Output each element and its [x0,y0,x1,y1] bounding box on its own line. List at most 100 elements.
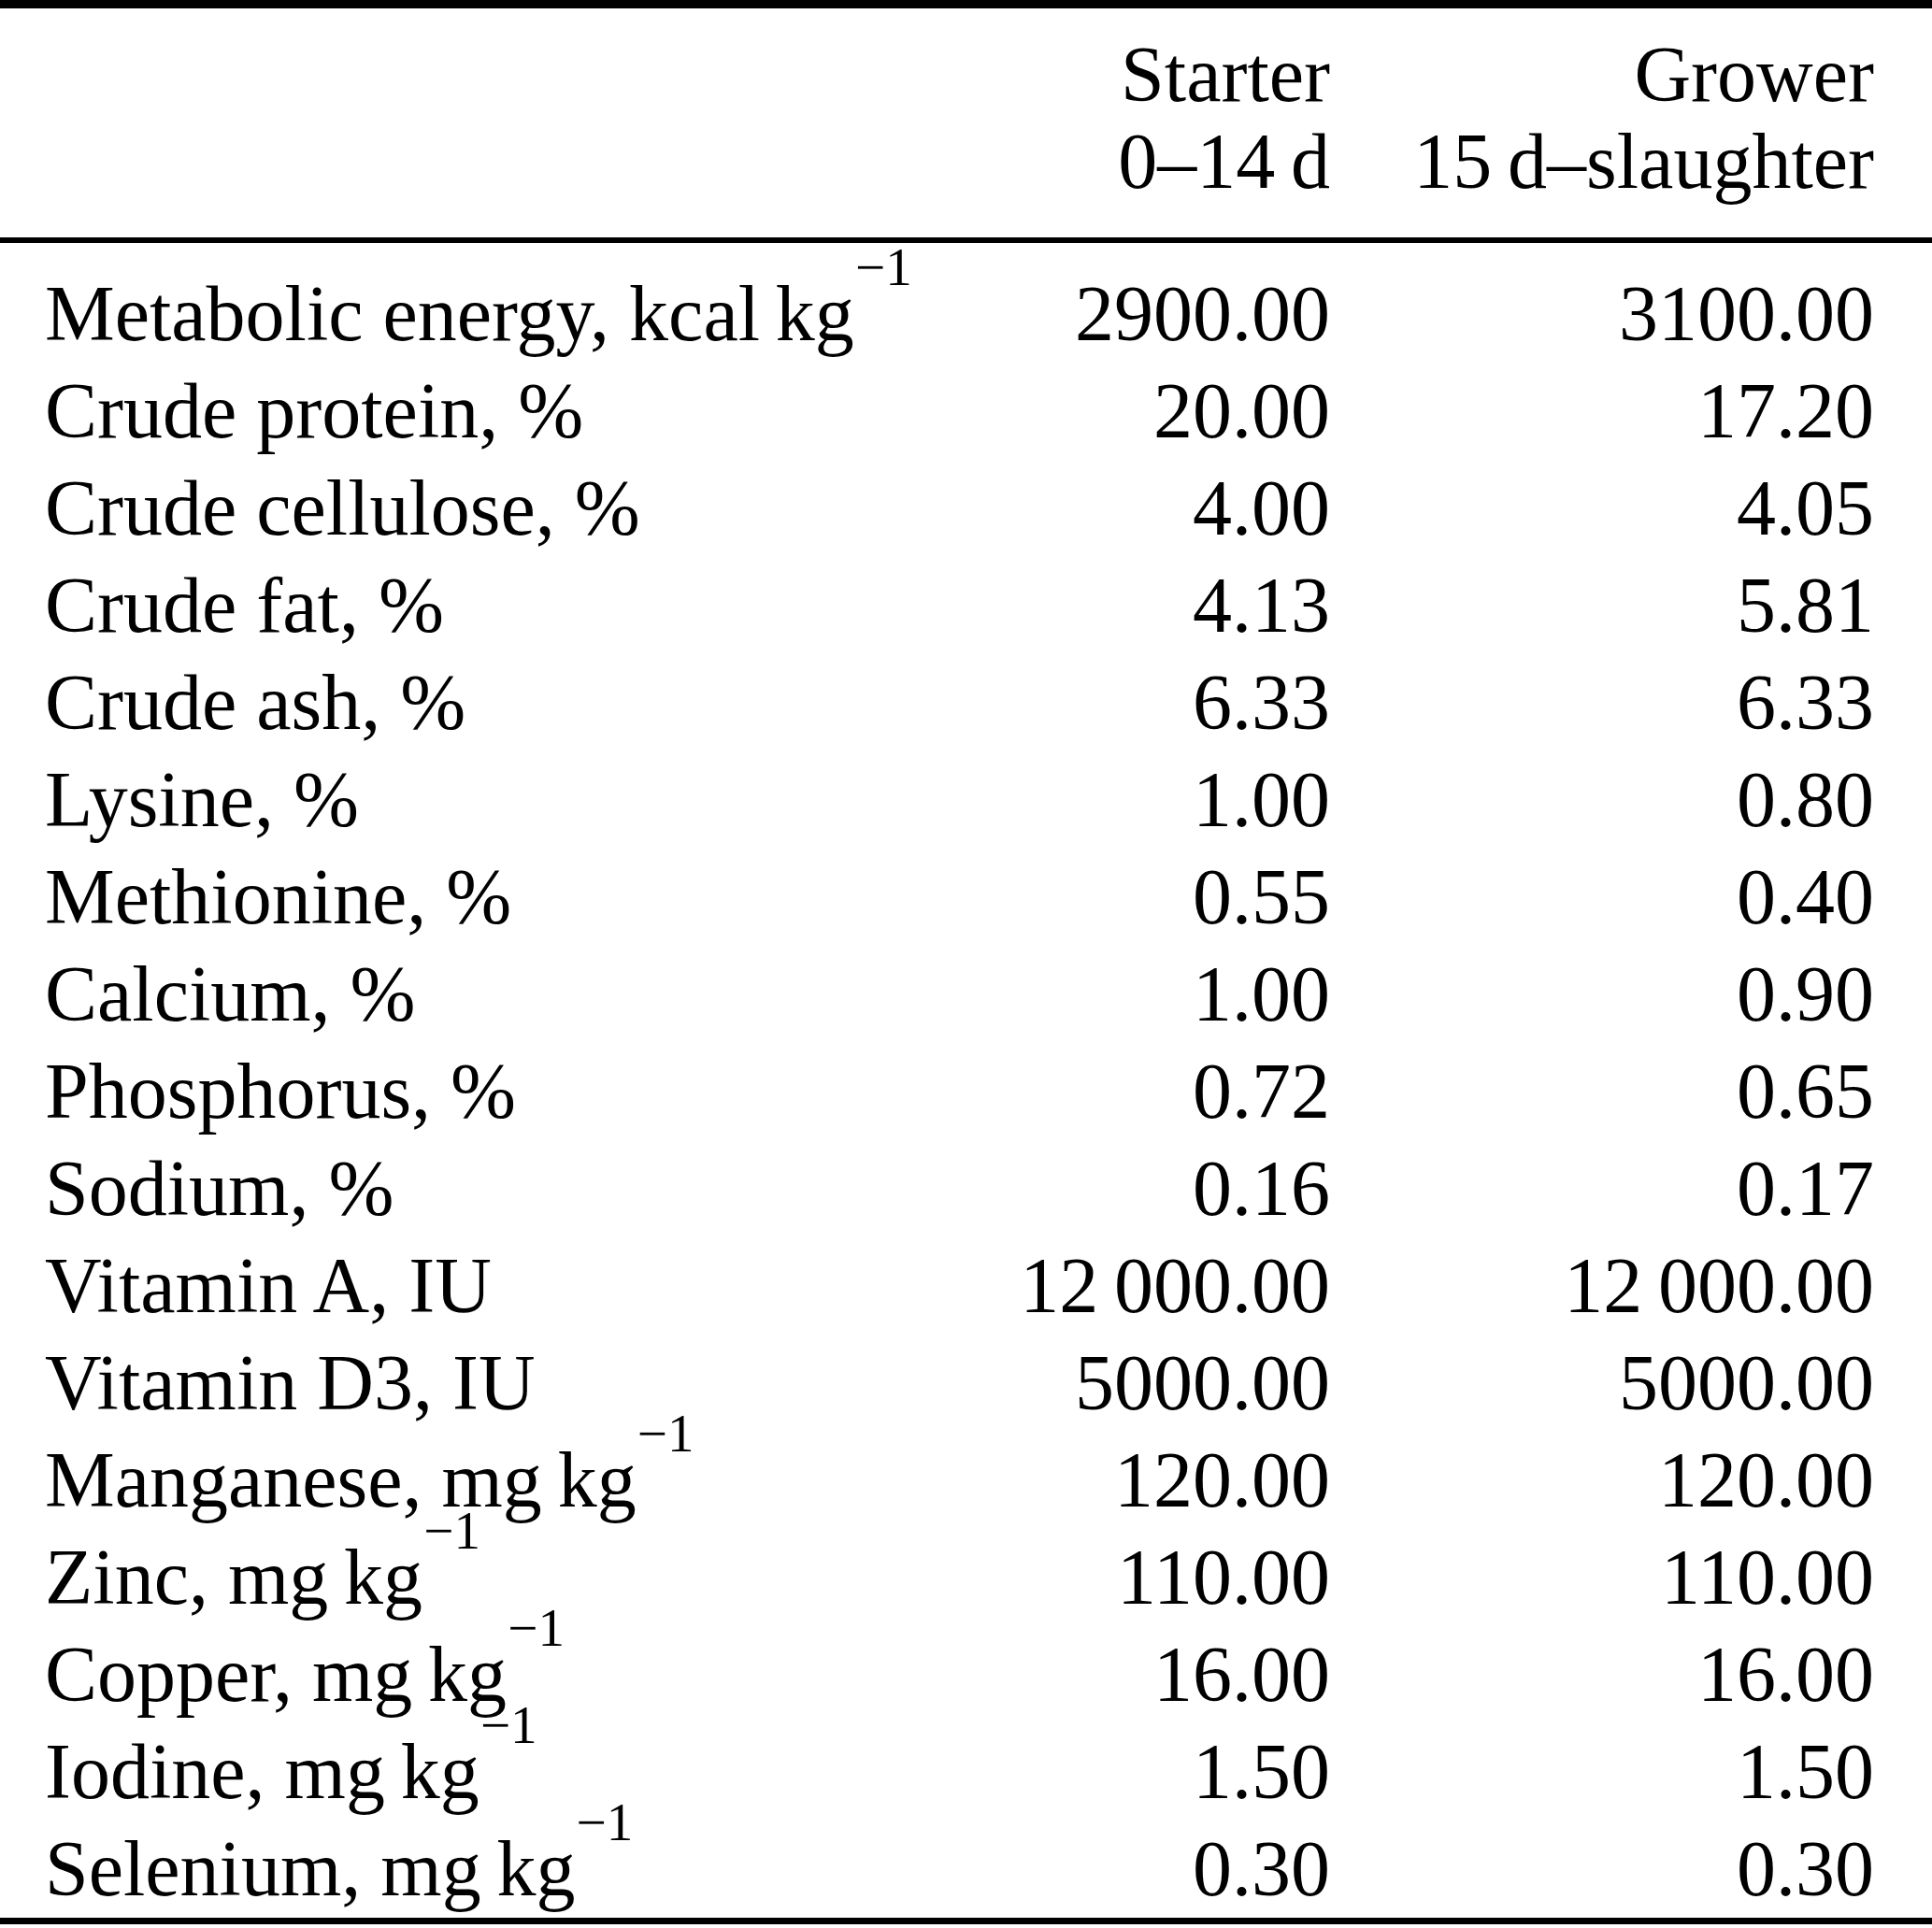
nutrient-label: Manganese, mg kg [45,1436,637,1523]
grower-value-cell: 0.90 [1330,946,1932,1043]
grower-value-cell: 4.05 [1330,460,1932,557]
starter-value-cell: 0.55 [944,849,1330,946]
nutrient-label: Crude protein, % [45,367,583,454]
nutrient-label: Calcium, % [45,950,416,1037]
nutrient-label-cell: Crude protein, % [0,363,944,460]
unit-superscript: −1 [855,237,912,296]
header-starter-line2: 0–14 d [944,118,1330,205]
nutrient-label-cell: Crude cellulose, % [0,460,944,557]
table-row: Iodine, mg kg−1 1.50 1.50 [0,1723,1932,1821]
grower-value-cell: 0.40 [1330,849,1932,946]
nutrient-label-cell: Lysine, % [0,751,944,849]
table-row: Copper, mg kg−1 16.00 16.00 [0,1626,1932,1723]
starter-value-cell: 0.30 [944,1821,1330,1921]
grower-value-cell: 6.33 [1330,654,1932,751]
starter-value-cell: 1.50 [944,1723,1330,1821]
starter-value-cell: 120.00 [944,1432,1330,1529]
nutrient-label-cell: Methionine, % [0,849,944,946]
table-row: Vitamin D3, IU 5000.00 5000.00 [0,1335,1932,1432]
grower-value-cell: 0.30 [1330,1821,1932,1921]
nutrient-label-cell: Crude ash, % [0,654,944,751]
starter-value-cell: 4.13 [944,557,1330,654]
nutrient-label-cell: Calcium, % [0,946,944,1043]
grower-value-cell: 3100.00 [1330,240,1932,363]
grower-value-cell: 110.00 [1330,1529,1932,1626]
nutrient-label: Copper, mg kg [45,1631,507,1718]
table-row: Lysine, % 1.00 0.80 [0,751,1932,849]
starter-value-cell: 0.16 [944,1140,1330,1237]
nutrient-label: Methionine, % [45,853,511,940]
nutrient-label: Lysine, % [45,756,359,843]
starter-value-cell: 6.33 [944,654,1330,751]
nutrient-label-cell: Selenium, mg kg−1 [0,1821,944,1921]
table-row: Methionine, % 0.55 0.40 [0,849,1932,946]
unit-superscript: −1 [637,1404,694,1463]
starter-value-cell: 12 000.00 [944,1237,1330,1335]
header-grower-line1: Grower [1330,31,1874,118]
starter-value-cell: 4.00 [944,460,1330,557]
unit-superscript: −1 [508,1598,565,1657]
nutrient-label: Crude fat, % [45,562,444,649]
header-grower-line2: 15 d–slaughter [1330,118,1874,205]
grower-value-cell: 5000.00 [1330,1335,1932,1432]
table-body: Metabolic energy, kcal kg−1 2900.00 3100… [0,240,1932,1921]
unit-superscript: −1 [577,1792,634,1851]
nutrient-label-cell: Sodium, % [0,1140,944,1237]
nutrient-label: Zinc, mg kg [45,1534,422,1621]
grower-value-cell: 5.81 [1330,557,1932,654]
nutrient-label: Crude cellulose, % [45,464,640,551]
nutrient-composition-table: Starter 0–14 d Grower 15 d–slaughter Met… [0,0,1932,1924]
table-row: Crude fat, % 4.13 5.81 [0,557,1932,654]
table-row: Crude ash, % 6.33 6.33 [0,654,1932,751]
table-row: Selenium, mg kg−1 0.30 0.30 [0,1821,1932,1921]
unit-superscript: −1 [423,1501,480,1560]
nutrient-label-cell: Metabolic energy, kcal kg−1 [0,240,944,363]
starter-value-cell: 1.00 [944,946,1330,1043]
table-row: Phosphorus, % 0.72 0.65 [0,1043,1932,1140]
table-row: Calcium, % 1.00 0.90 [0,946,1932,1043]
nutrient-label: Sodium, % [45,1145,394,1232]
header-empty-cell [0,5,944,241]
nutrient-label-cell: Crude fat, % [0,557,944,654]
nutrient-label: Metabolic energy, kcal kg [45,270,854,357]
starter-value-cell: 5000.00 [944,1335,1330,1432]
table-row: Vitamin A, IU 12 000.00 12 000.00 [0,1237,1932,1335]
grower-value-cell: 0.17 [1330,1140,1932,1237]
table-row: Crude cellulose, % 4.00 4.05 [0,460,1932,557]
nutrient-label-cell: Vitamin D3, IU [0,1335,944,1432]
starter-value-cell: 1.00 [944,751,1330,849]
table-row: Zinc, mg kg−1 110.00 110.00 [0,1529,1932,1626]
table-row: Metabolic energy, kcal kg−1 2900.00 3100… [0,240,1932,363]
grower-value-cell: 120.00 [1330,1432,1932,1529]
starter-value-cell: 16.00 [944,1626,1330,1723]
nutrient-label: Vitamin A, IU [45,1242,492,1329]
unit-superscript: −1 [480,1695,537,1754]
grower-value-cell: 12 000.00 [1330,1237,1932,1335]
table-row: Sodium, % 0.16 0.17 [0,1140,1932,1237]
header-starter-line1: Starter [944,31,1330,118]
starter-value-cell: 110.00 [944,1529,1330,1626]
nutrient-label-cell: Vitamin A, IU [0,1237,944,1335]
header-grower: Grower 15 d–slaughter [1330,5,1932,241]
header-row: Starter 0–14 d Grower 15 d–slaughter [0,5,1932,241]
grower-value-cell: 0.80 [1330,751,1932,849]
grower-value-cell: 17.20 [1330,363,1932,460]
grower-value-cell: 1.50 [1330,1723,1932,1821]
nutrient-label: Phosphorus, % [45,1048,516,1135]
page-root: { "table": { "background_color": "#fffff… [0,0,1932,1928]
starter-value-cell: 2900.00 [944,240,1330,363]
nutrient-label: Crude ash, % [45,659,465,746]
starter-value-cell: 20.00 [944,363,1330,460]
nutrient-label-cell: Zinc, mg kg−1 [0,1529,944,1626]
nutrient-label: Iodine, mg kg [45,1728,479,1815]
table-row: Manganese, mg kg−1 120.00 120.00 [0,1432,1932,1529]
grower-value-cell: 0.65 [1330,1043,1932,1140]
header-starter: Starter 0–14 d [944,5,1330,241]
nutrient-label: Vitamin D3, IU [45,1339,536,1426]
nutrient-label: Selenium, mg kg [45,1825,575,1912]
starter-value-cell: 0.72 [944,1043,1330,1140]
grower-value-cell: 16.00 [1330,1626,1932,1723]
nutrient-label-cell: Phosphorus, % [0,1043,944,1140]
nutrient-label-cell: Iodine, mg kg−1 [0,1723,944,1821]
table-row: Crude protein, % 20.00 17.20 [0,363,1932,460]
